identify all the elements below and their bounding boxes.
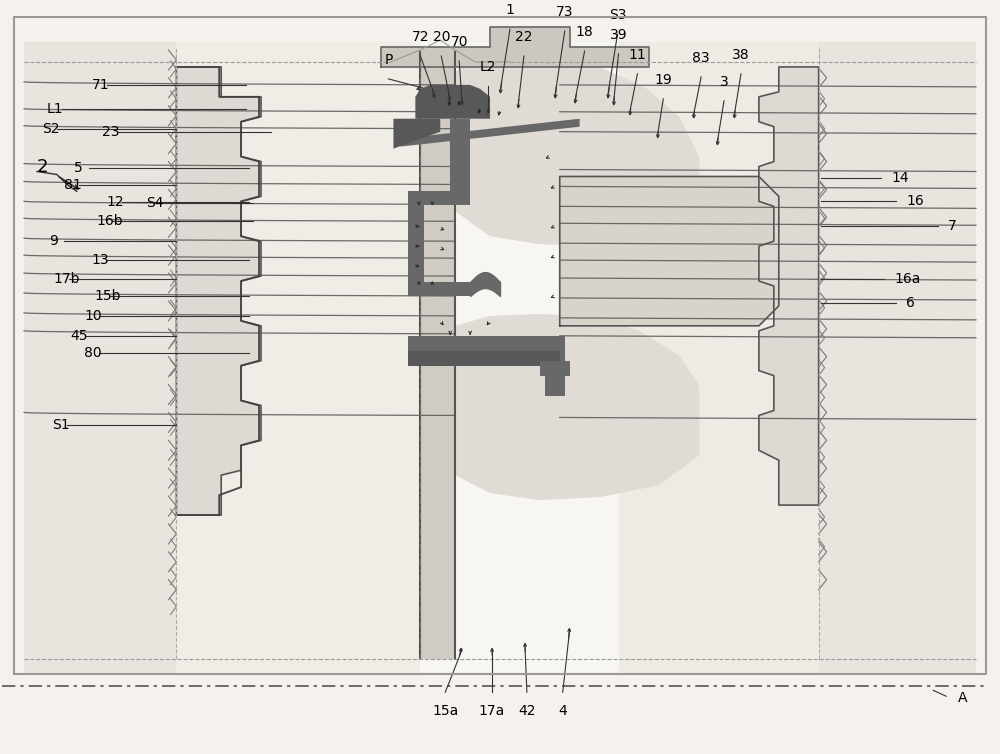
Polygon shape bbox=[24, 42, 976, 674]
Polygon shape bbox=[560, 176, 779, 326]
Text: A: A bbox=[958, 691, 968, 705]
Text: 71: 71 bbox=[92, 78, 109, 92]
Text: 5: 5 bbox=[74, 161, 83, 174]
Text: 11: 11 bbox=[629, 48, 646, 62]
Text: 20: 20 bbox=[433, 30, 450, 44]
Polygon shape bbox=[176, 67, 261, 515]
Text: 22: 22 bbox=[515, 30, 533, 44]
Text: 12: 12 bbox=[107, 195, 124, 210]
Text: 15b: 15b bbox=[95, 289, 121, 303]
Text: 19: 19 bbox=[654, 73, 672, 87]
Text: 17b: 17b bbox=[54, 272, 80, 286]
Text: S3: S3 bbox=[609, 8, 626, 22]
Text: 80: 80 bbox=[84, 346, 101, 360]
Text: 1: 1 bbox=[506, 3, 514, 17]
Polygon shape bbox=[408, 192, 424, 296]
Polygon shape bbox=[545, 336, 565, 396]
Text: L1: L1 bbox=[47, 102, 64, 116]
Text: 17a: 17a bbox=[479, 704, 505, 719]
Polygon shape bbox=[819, 42, 976, 674]
Text: 73: 73 bbox=[556, 5, 573, 19]
Polygon shape bbox=[455, 52, 699, 246]
Text: 10: 10 bbox=[85, 309, 102, 323]
Text: S4: S4 bbox=[147, 196, 164, 210]
Text: 81: 81 bbox=[64, 179, 82, 192]
Polygon shape bbox=[408, 192, 470, 205]
Text: P: P bbox=[384, 53, 393, 67]
Polygon shape bbox=[420, 42, 619, 674]
Text: 23: 23 bbox=[102, 124, 119, 139]
Polygon shape bbox=[408, 336, 565, 351]
Text: 45: 45 bbox=[70, 329, 87, 343]
Text: 15a: 15a bbox=[432, 704, 458, 719]
Text: 16b: 16b bbox=[97, 214, 123, 228]
Text: 72: 72 bbox=[412, 30, 429, 44]
Text: 38: 38 bbox=[732, 48, 750, 62]
Polygon shape bbox=[381, 27, 649, 67]
Polygon shape bbox=[420, 52, 455, 660]
Text: 18: 18 bbox=[576, 25, 594, 39]
Text: 42: 42 bbox=[518, 704, 536, 719]
Polygon shape bbox=[450, 118, 470, 192]
Text: 7: 7 bbox=[948, 219, 957, 233]
Text: 16: 16 bbox=[906, 195, 924, 208]
Text: 2: 2 bbox=[37, 158, 48, 176]
Polygon shape bbox=[415, 85, 490, 118]
Text: 14: 14 bbox=[891, 171, 909, 185]
Polygon shape bbox=[408, 351, 560, 366]
Text: 39: 39 bbox=[610, 28, 627, 42]
Polygon shape bbox=[408, 282, 470, 296]
Text: S2: S2 bbox=[42, 121, 59, 136]
Polygon shape bbox=[619, 42, 819, 674]
Polygon shape bbox=[540, 360, 570, 375]
Text: 83: 83 bbox=[692, 51, 710, 65]
Text: 70: 70 bbox=[450, 35, 468, 49]
Text: 6: 6 bbox=[906, 296, 915, 310]
Polygon shape bbox=[24, 42, 176, 674]
Polygon shape bbox=[400, 118, 580, 146]
Text: S1: S1 bbox=[52, 418, 70, 432]
Text: L2: L2 bbox=[480, 60, 496, 74]
Text: 4: 4 bbox=[558, 704, 567, 719]
Polygon shape bbox=[176, 42, 420, 674]
Text: 16a: 16a bbox=[894, 272, 921, 286]
Polygon shape bbox=[455, 314, 699, 500]
Polygon shape bbox=[393, 118, 440, 149]
Text: 13: 13 bbox=[92, 253, 109, 267]
Text: 9: 9 bbox=[49, 234, 58, 248]
Polygon shape bbox=[759, 67, 819, 505]
Text: 3: 3 bbox=[720, 75, 728, 89]
